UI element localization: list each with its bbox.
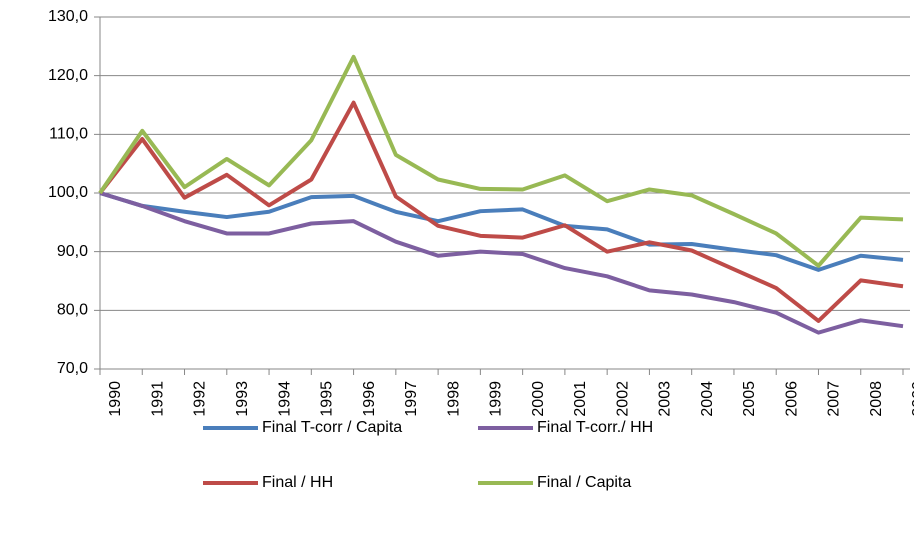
legend-label: Final T-corr / Capita [262,419,402,436]
x-tick-label: 1998 [445,381,462,417]
x-tick-label: 2001 [572,381,589,417]
x-tick-label: 2004 [699,381,716,417]
series-line [98,54,904,268]
y-tick-label: 110,0 [49,126,88,143]
y-tick-label: 130,0 [48,8,88,25]
series-line [99,191,904,272]
x-tick-label: 2003 [657,381,674,417]
x-tick-label: 1991 [149,381,166,417]
legend-label: Final T-corr./ HH [537,419,653,436]
x-tick-label: 1995 [319,381,336,417]
y-tick-label: 120,0 [48,67,88,84]
x-tick-label: 1992 [192,381,209,417]
legend-label: Final / Capita [537,474,631,491]
x-tick-label: 2009 [910,381,914,417]
x-tick-label: 2000 [530,381,547,417]
x-tick-label: 1996 [361,381,378,417]
series-line [99,191,904,335]
x-tick-label: 2005 [741,381,758,417]
x-tick-label: 2002 [614,381,631,417]
x-tick-label: 1990 [107,381,124,417]
x-tick-label: 2007 [826,381,843,417]
y-tick-label: 80,0 [57,302,88,319]
x-tick-label: 1993 [234,381,251,417]
y-tick-label: 100,0 [48,184,88,201]
legend-label: Final / HH [262,474,333,491]
y-tick-label: 90,0 [57,243,88,260]
x-tick-label: 1999 [488,381,505,417]
x-tick-label: 2008 [868,381,885,417]
y-tick-label: 70,0 [57,360,88,377]
x-tick-label: 1994 [276,381,293,417]
x-tick-label: 2006 [783,381,800,417]
series-line [98,100,904,323]
x-tick-label: 1997 [403,381,420,417]
